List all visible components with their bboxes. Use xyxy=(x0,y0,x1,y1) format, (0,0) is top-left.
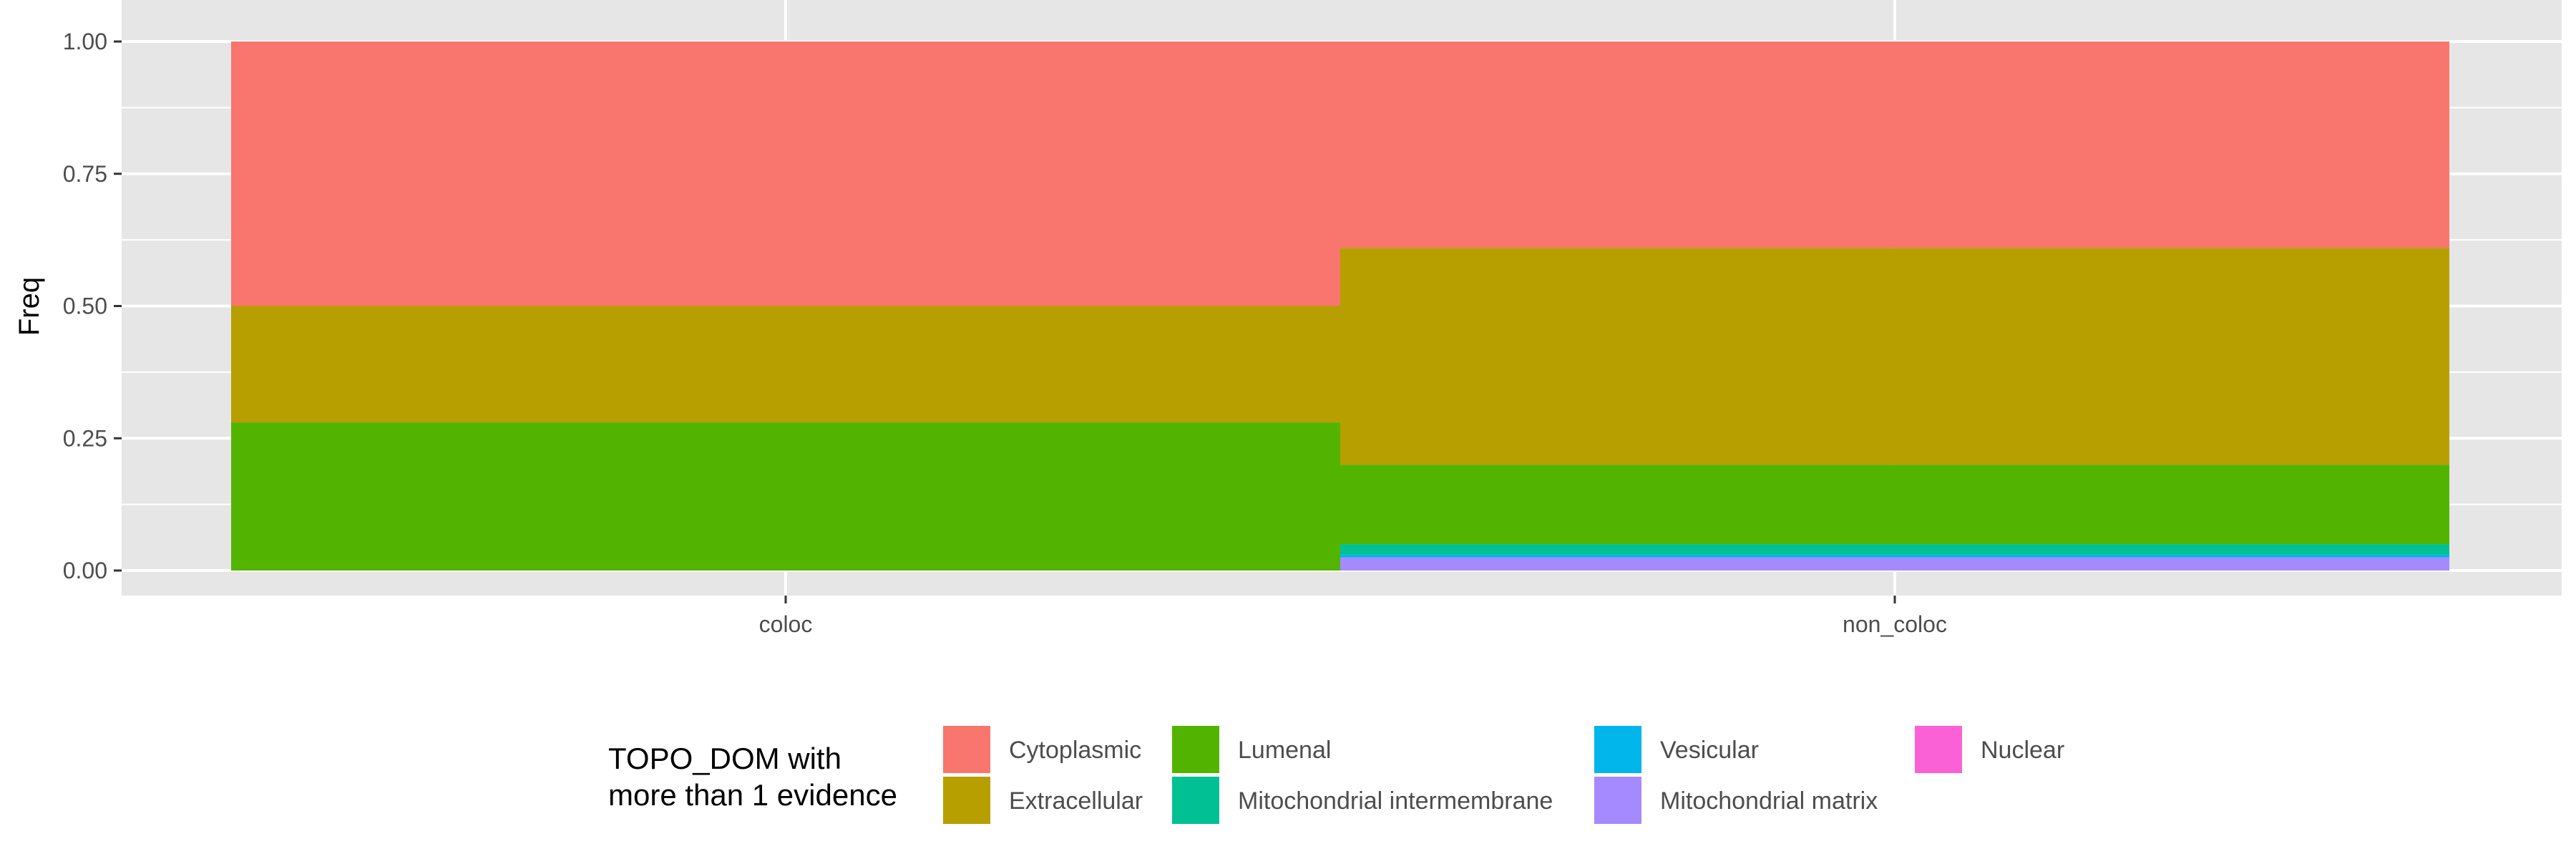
legend-label: Cytoplasmic xyxy=(1009,737,1141,764)
bar-segment-non_coloc-mitochondrial-matrix xyxy=(1340,557,2449,571)
x-tick-label-coloc: coloc xyxy=(759,611,813,637)
bar-segment-non_coloc-extracellular xyxy=(1340,248,2449,465)
legend-label: Lumenal xyxy=(1238,737,1331,764)
bar-segment-coloc-extracellular xyxy=(231,306,1340,423)
bar-segment-non_coloc-cytoplasmic xyxy=(1340,42,2449,248)
legend-key-nuclear xyxy=(1915,726,1962,773)
legend-key-mitochondrial-matrix xyxy=(1594,777,1641,824)
legend-key-cytoplasmic xyxy=(943,726,990,773)
legend-label: Nuclear xyxy=(1981,737,2064,764)
bar-segment-non_coloc-mitochondrial-intermembrane xyxy=(1340,544,2449,555)
legend-key-vesicular xyxy=(1594,726,1641,773)
legend-title-line-1: TOPO_DOM with xyxy=(608,742,841,775)
y-axis-title: Freq xyxy=(14,277,45,336)
legend-label: Mitochondrial matrix xyxy=(1660,787,1878,815)
y-tick-label: 0.00 xyxy=(63,558,107,583)
bars xyxy=(231,42,2449,571)
legend-key-mitochondrial-intermembrane xyxy=(1172,777,1219,824)
bar-segment-non_coloc-lumenal xyxy=(1340,465,2449,545)
bar-segment-coloc-cytoplasmic xyxy=(231,42,1340,306)
bar-segment-coloc-lumenal xyxy=(231,422,1340,571)
x-axis: coloc non_coloc xyxy=(759,596,1947,637)
y-tick-label: 1.00 xyxy=(63,29,107,54)
legend-key-lumenal xyxy=(1172,726,1219,773)
bar-segment-non_coloc-vesicular xyxy=(1340,554,2449,558)
y-axis: 0.00 0.25 0.50 0.75 1.00 xyxy=(63,29,122,583)
legend-label: Mitochondrial intermembrane xyxy=(1238,787,1553,815)
legend-key-extracellular xyxy=(943,777,990,824)
y-tick-label: 0.25 xyxy=(63,425,107,451)
legend: TOPO_DOM with more than 1 evidence Cytop… xyxy=(608,726,2064,824)
y-tick-label: 0.50 xyxy=(63,293,107,319)
y-tick-label: 0.75 xyxy=(63,161,107,187)
legend-label: Extracellular xyxy=(1009,787,1143,815)
x-tick-label-non_coloc: non_coloc xyxy=(1843,611,1947,637)
legend-label: Vesicular xyxy=(1660,737,1759,764)
legend-title-line-2: more than 1 evidence xyxy=(608,778,897,812)
